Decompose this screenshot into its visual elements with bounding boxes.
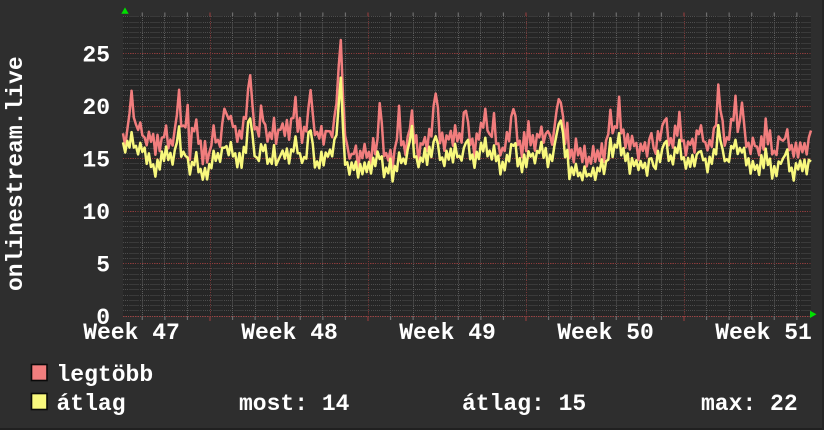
svg-text:Week 51: Week 51 (715, 320, 812, 346)
svg-text:0: 0 (96, 305, 110, 331)
svg-text:5: 5 (96, 253, 110, 279)
svg-text:15: 15 (82, 148, 110, 174)
svg-text:10: 10 (82, 200, 110, 226)
svg-text:onlinestream.live: onlinestream.live (3, 56, 29, 291)
svg-text:legtöbb: legtöbb (57, 362, 154, 388)
svg-text:átlag: 15: átlag: 15 (462, 391, 586, 417)
svg-text:átlag: átlag (57, 391, 126, 417)
svg-text:Week 47: Week 47 (83, 320, 180, 346)
svg-text:25: 25 (82, 43, 110, 69)
svg-text:Week 48: Week 48 (241, 320, 338, 346)
svg-text:Week 49: Week 49 (399, 320, 496, 346)
svg-text:20: 20 (82, 95, 110, 121)
svg-text:max: 22: max: 22 (701, 391, 798, 417)
svg-text:most: 14: most: 14 (239, 391, 350, 417)
svg-text:Week 50: Week 50 (557, 320, 654, 346)
